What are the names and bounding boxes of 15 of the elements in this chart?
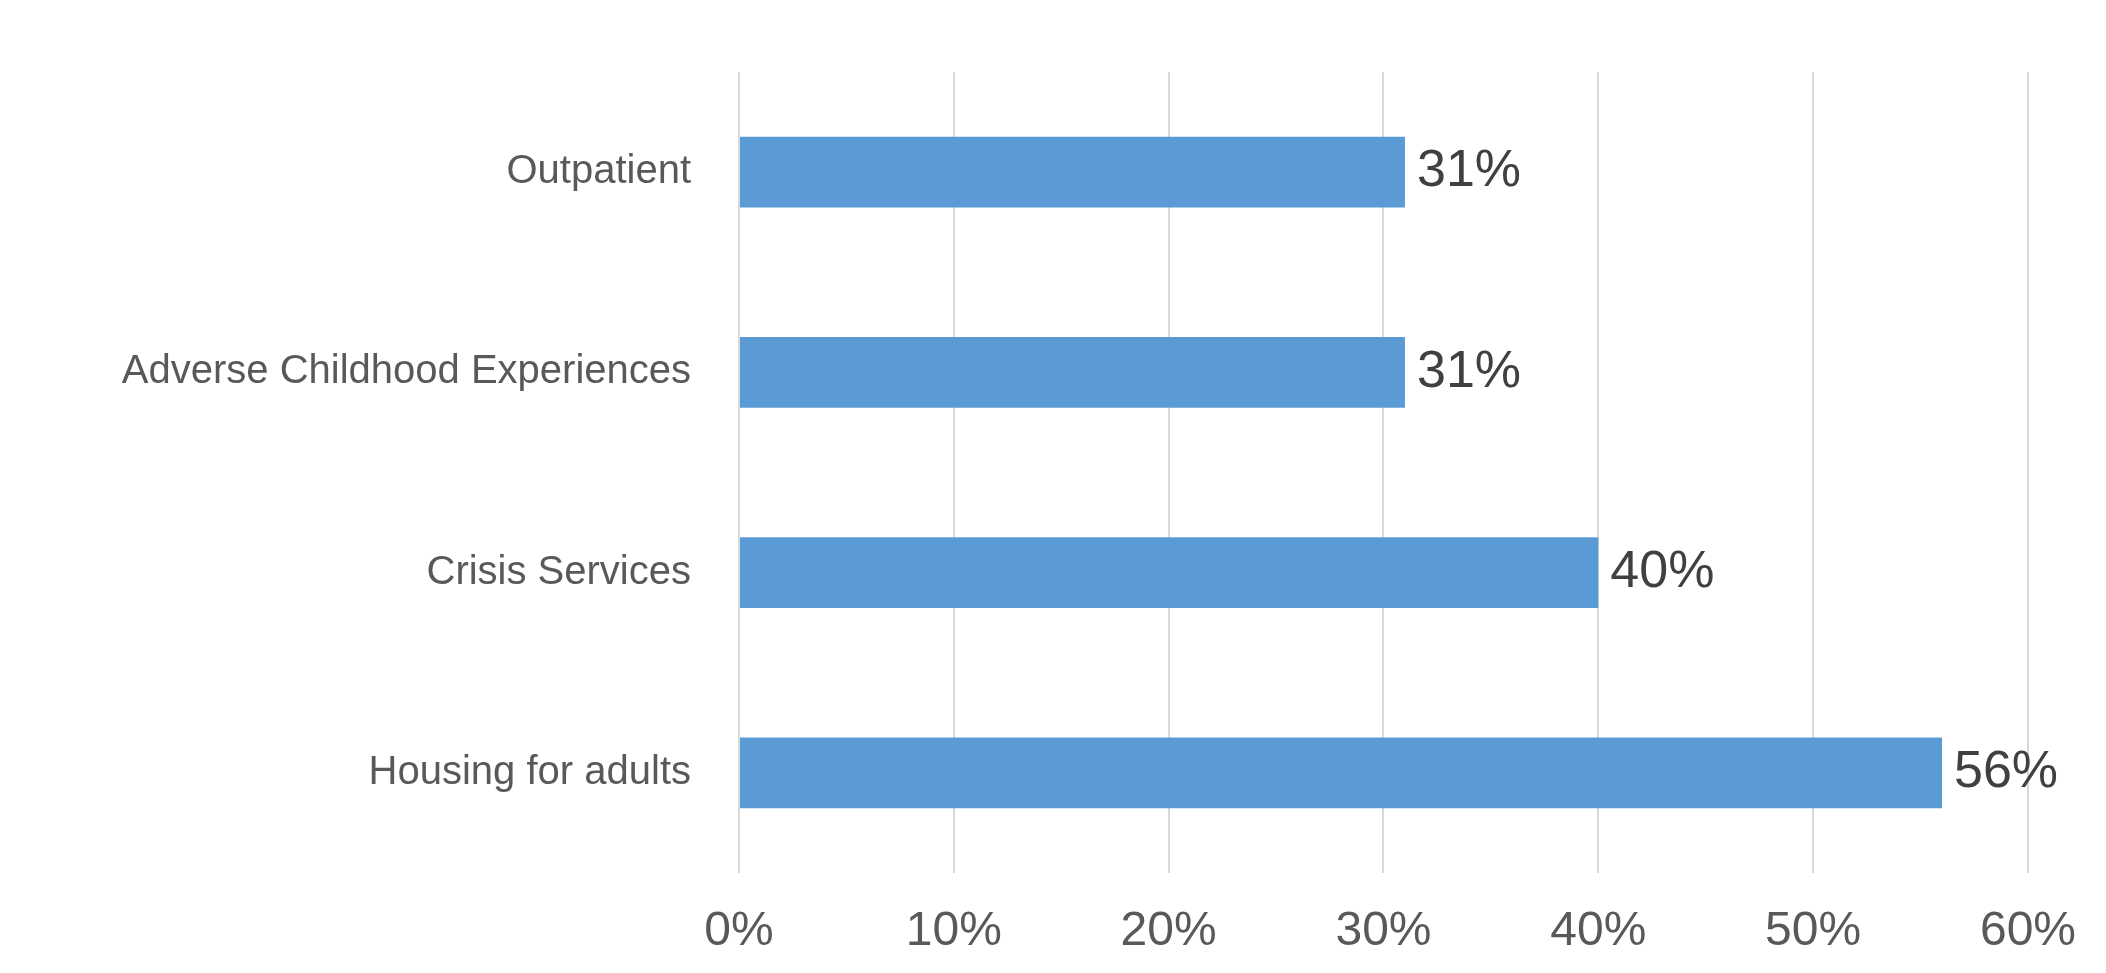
y-tick-label: Outpatient — [506, 147, 691, 192]
x-tick-label: 10% — [905, 902, 1002, 956]
data-label: 40% — [1610, 539, 1715, 598]
data-label: 31% — [1416, 339, 1522, 398]
x-tick-label: 60% — [1979, 902, 2076, 956]
x-tick-label: 0% — [704, 902, 774, 956]
x-tick-label: 30% — [1335, 902, 1432, 956]
x-tick-label: 20% — [1120, 902, 1217, 956]
data-label: 31% — [1416, 139, 1522, 198]
y-tick-label: Housing for adults — [368, 747, 691, 792]
data-label: 56% — [1954, 740, 2059, 799]
y-tick-label: Crisis Services — [426, 547, 691, 592]
x-tick-label: 50% — [1765, 902, 1862, 956]
x-tick-label: 40% — [1550, 902, 1647, 956]
y-tick-label: Adverse Childhood Experiences — [121, 347, 691, 392]
